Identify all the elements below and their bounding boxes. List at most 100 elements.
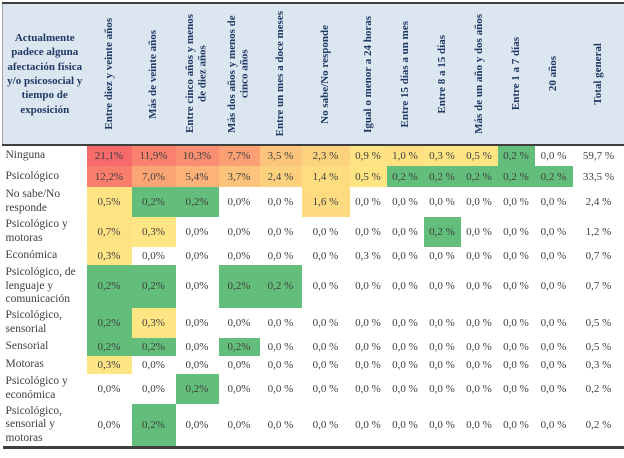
data-cell: 33,5 % bbox=[582, 170, 615, 183]
data-cell: 0,0 % bbox=[429, 250, 455, 262]
data-cell: 0,0 % bbox=[267, 196, 294, 208]
data-cell: 0,0 % bbox=[466, 226, 492, 238]
data-cell: 0,2% bbox=[131, 265, 176, 308]
data-cell: 0,0 % bbox=[267, 250, 294, 262]
column-header: Entre un mes a doce meses bbox=[259, 3, 302, 146]
data-cell: 0,0% bbox=[185, 419, 209, 432]
column-header: Entre diez y veinte años bbox=[86, 3, 132, 146]
data-cell: 0,0 % bbox=[540, 226, 567, 238]
column-header-text: Entre cinco años y menos de diez años bbox=[184, 14, 209, 134]
table-row: Económica 0,3% 0,0% 0,0% 0,0% 0,0 % 0,0 % 0,3 %… bbox=[2, 247, 624, 265]
data-cell: 0,0% bbox=[227, 316, 251, 329]
data-cell: 0,3 % bbox=[423, 145, 461, 166]
data-cell: 0,0% bbox=[185, 316, 209, 329]
data-cell: 12,2% bbox=[86, 166, 132, 187]
table-row: Motoras 0,3% 0,0% 0,0% 0,0% 0,0 % 0,0 % 0,0 % 0,… bbox=[2, 355, 624, 374]
column-header-text: Más de veinte años bbox=[147, 29, 160, 119]
data-cell: 0,0 % bbox=[503, 382, 529, 395]
data-cell: 0,3 % bbox=[355, 250, 381, 262]
data-cell: 0,0% bbox=[227, 382, 251, 395]
data-cell: 0,0 % bbox=[392, 250, 418, 262]
column-header: Más dos años y menos de cinco años bbox=[218, 3, 260, 146]
data-cell: 0,0 % bbox=[503, 196, 529, 208]
data-cell: 0,0 % bbox=[355, 358, 381, 371]
data-cell: 0,0 % bbox=[392, 358, 418, 371]
table-body: Ninguna 21,1% 11,9% 10,3% 7,7% 3,5 % 2,3 % 0,9 … bbox=[2, 145, 624, 448]
data-cell: 0,2% bbox=[131, 187, 176, 217]
data-cell: 0,0 % bbox=[392, 382, 418, 395]
column-header-text: 20 años bbox=[547, 56, 560, 92]
data-cell: 0,7% bbox=[86, 217, 132, 247]
data-cell: 0,0 % bbox=[312, 280, 339, 293]
data-cell: 0,0 % bbox=[540, 382, 567, 395]
column-header-text: Igual o menor a 24 horas bbox=[361, 15, 374, 133]
data-cell: 1,4 % bbox=[301, 166, 350, 187]
data-cell: 0,0 % bbox=[429, 280, 455, 293]
data-cell: 0,0 % bbox=[429, 358, 455, 371]
data-cell: 0,0 % bbox=[312, 250, 339, 262]
data-cell: 0,0 % bbox=[540, 340, 567, 353]
row-label: Psicológico, sensorial bbox=[2, 307, 87, 338]
data-cell: 0,0 % bbox=[466, 419, 492, 432]
column-header: Entre 1 a 7 días bbox=[497, 3, 535, 146]
table-row: Psicológico y motoras 0,7% 0,3% 0,0% 0,0% 0,0… bbox=[2, 217, 624, 247]
column-header: Entre 8 a 15 días bbox=[423, 3, 461, 146]
row-label: No sabe/No responde bbox=[2, 187, 87, 217]
data-cell: 0,0 % bbox=[503, 340, 529, 353]
data-cell: 2,4 % bbox=[585, 196, 612, 208]
data-cell: 0,2% bbox=[218, 337, 260, 356]
data-cell: 0,0 % bbox=[466, 280, 492, 293]
data-cell: 21,1% bbox=[86, 145, 132, 166]
data-cell: 11,9% bbox=[131, 145, 176, 166]
data-cell: 0,2% bbox=[86, 307, 132, 338]
data-cell: 0,3% bbox=[86, 247, 132, 265]
data-cell: 0,2 % bbox=[497, 166, 535, 187]
data-cell: 0,5 % bbox=[585, 316, 612, 329]
data-cell: 0,0 % bbox=[312, 340, 339, 353]
row-label: Sensorial bbox=[2, 337, 87, 356]
data-cell: 0,0 % bbox=[267, 382, 294, 395]
data-cell: 0,3% bbox=[131, 307, 176, 338]
data-cell: 0,0 % bbox=[267, 316, 294, 329]
table-row: Psicológico y económica 0,0% 0,0% 0,2% 0,0% 0… bbox=[2, 373, 624, 404]
data-cell: 0,2 % bbox=[386, 166, 424, 187]
table-row: Sensorial 0,2% 0,2% 0,0% 0,2% 0,0 % 0,0 % 0,0 %… bbox=[2, 337, 624, 356]
data-cell: 0,0 % bbox=[392, 316, 418, 329]
data-cell: 0,0% bbox=[185, 226, 209, 238]
data-cell: 0,0 % bbox=[429, 340, 455, 353]
crosstab-heatmap-table: Actualmente padece alguna afectación fís… bbox=[2, 2, 624, 450]
column-header: Más de veinte años bbox=[131, 3, 176, 146]
data-cell: 0,0 % bbox=[429, 316, 455, 329]
data-cell: 0,0 % bbox=[267, 358, 294, 371]
data-cell: 0,0 % bbox=[466, 196, 492, 208]
data-cell: 0,0 % bbox=[466, 316, 492, 329]
data-cell: 0,0% bbox=[142, 382, 165, 395]
data-cell: 0,0 % bbox=[355, 226, 381, 238]
column-header-text: Entre 8 a 15 días bbox=[435, 34, 448, 114]
data-cell: 0,5 % bbox=[585, 340, 612, 353]
data-cell: 0,0 % bbox=[540, 250, 567, 262]
data-cell: 0,0 % bbox=[267, 226, 294, 238]
data-cell: 0,3% bbox=[86, 355, 132, 374]
column-header: Entre 15 días a un mes bbox=[386, 3, 424, 146]
data-cell: 0,0% bbox=[97, 419, 121, 432]
data-cell: 3,5 % bbox=[259, 145, 302, 166]
data-cell: 0,9 % bbox=[349, 145, 387, 166]
data-cell: 0,7 % bbox=[585, 280, 612, 293]
row-label: Motoras bbox=[2, 355, 87, 374]
data-cell: 0,0 % bbox=[429, 382, 455, 395]
data-cell: 0,0 % bbox=[540, 358, 567, 371]
corner-header-cell: Actualmente padece alguna afectación fís… bbox=[2, 3, 87, 146]
data-cell: 0,5% bbox=[86, 187, 132, 217]
data-cell: 0,0 % bbox=[466, 382, 492, 395]
table-row: No sabe/No responde 0,5% 0,2% 0,2% 0,0% 0,0 %… bbox=[2, 187, 624, 217]
column-header: Más de un año y dos años bbox=[460, 3, 498, 146]
row-label: Ninguna bbox=[2, 145, 87, 166]
table-row: Ninguna 21,1% 11,9% 10,3% 7,7% 3,5 % 2,3 % 0,9 … bbox=[2, 145, 624, 166]
column-header-text: Más dos años y menos de cinco años bbox=[226, 15, 251, 133]
data-cell: 0,0 % bbox=[312, 316, 339, 329]
row-label: Psicológico, sensorial y motoras bbox=[2, 403, 87, 448]
data-cell: 0,0% bbox=[185, 340, 209, 353]
data-cell: 0,2 % bbox=[534, 166, 573, 187]
